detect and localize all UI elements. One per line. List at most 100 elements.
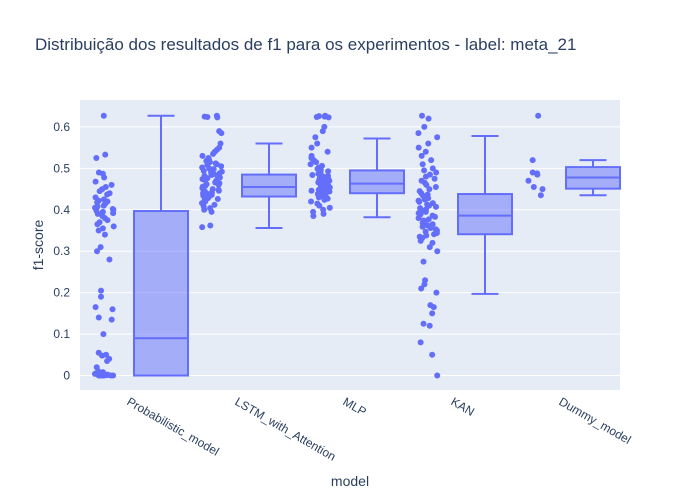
data-point (419, 161, 426, 168)
data-point (316, 202, 323, 209)
y-tick-label: 0.4 (53, 203, 70, 217)
data-point (426, 244, 433, 251)
box-Probabilistic_model (133, 114, 189, 377)
data-point (207, 222, 214, 229)
data-point (432, 184, 439, 190)
data-point (529, 157, 536, 164)
data-point (313, 159, 320, 166)
data-point (201, 206, 208, 213)
data-point (321, 196, 328, 203)
points-Dummy_model (525, 112, 546, 199)
y-tick-label: 0.3 (53, 244, 70, 258)
data-point (326, 188, 333, 195)
data-point (98, 287, 105, 294)
data-point (415, 144, 422, 151)
data-point (423, 181, 430, 188)
data-point (539, 186, 546, 193)
data-point (108, 316, 115, 323)
data-point (100, 112, 107, 119)
y-tick-label: 0.2 (53, 286, 70, 300)
data-point (312, 134, 319, 141)
data-point (431, 175, 438, 182)
box-Dummy_model (565, 159, 621, 197)
data-point (432, 213, 439, 220)
data-point (422, 173, 429, 180)
data-point (110, 223, 117, 230)
data-point (308, 187, 315, 194)
boxes (133, 114, 621, 377)
data-point (420, 320, 427, 327)
y-tick-labels: 0 0.1 0.2 0.3 0.4 0.5 0.6 (53, 120, 70, 383)
data-point (94, 210, 101, 217)
data-point (429, 310, 436, 317)
data-point (534, 171, 541, 178)
data-point (430, 304, 437, 311)
data-point (415, 215, 422, 222)
data-point (211, 201, 218, 208)
data-point (421, 196, 428, 203)
data-point (421, 123, 428, 130)
data-point (106, 256, 113, 263)
data-point (315, 194, 322, 201)
data-point (537, 192, 544, 199)
data-point (429, 351, 436, 358)
iqr-box (241, 173, 297, 198)
data-point (107, 372, 114, 379)
data-point (218, 130, 225, 137)
box-KAN (457, 135, 513, 295)
data-point (215, 181, 222, 188)
data-point (102, 151, 109, 158)
data-point (325, 168, 332, 175)
data-points (91, 112, 546, 379)
chart-title: Distribuição dos resultados de f1 para o… (35, 35, 576, 54)
data-point (95, 227, 102, 234)
y-tick-label: 0 (63, 369, 70, 383)
data-point (310, 213, 317, 219)
iqr-box (133, 210, 189, 377)
data-point (94, 248, 101, 255)
data-point (427, 225, 434, 232)
box-LSTM_with_Attention (241, 142, 297, 230)
points-MLP (307, 112, 333, 219)
data-point (208, 171, 215, 178)
data-point (433, 169, 440, 176)
data-point (110, 210, 117, 217)
data-point (104, 191, 111, 198)
data-point (99, 352, 106, 359)
data-point (92, 178, 99, 185)
data-point (92, 304, 99, 311)
data-point (208, 208, 215, 215)
data-point (425, 115, 432, 122)
iqr-box (457, 193, 513, 236)
data-point (431, 231, 438, 238)
data-point (530, 184, 537, 190)
data-point (417, 339, 424, 346)
data-point (418, 285, 425, 292)
data-point (210, 150, 217, 157)
data-point (218, 163, 225, 170)
data-point (98, 293, 105, 300)
data-point (324, 148, 331, 155)
data-point (433, 289, 440, 296)
points-KAN (415, 112, 441, 379)
box-MLP (349, 137, 405, 219)
y-tick-label: 0.5 (53, 161, 70, 175)
data-point (426, 186, 433, 193)
data-point (418, 152, 425, 159)
data-point (421, 167, 428, 174)
data-point (425, 140, 432, 147)
y-axis-title: f1-score (30, 220, 46, 271)
data-point (214, 114, 221, 121)
data-point (95, 372, 102, 379)
data-point (109, 306, 116, 313)
points-Probabilistic_model (91, 112, 117, 379)
data-point (428, 157, 435, 164)
data-point (419, 112, 426, 119)
iqr-box (349, 169, 405, 195)
data-point (199, 152, 206, 159)
data-point (319, 128, 326, 135)
data-point (429, 165, 436, 172)
data-point (97, 244, 104, 251)
data-point (96, 188, 103, 195)
